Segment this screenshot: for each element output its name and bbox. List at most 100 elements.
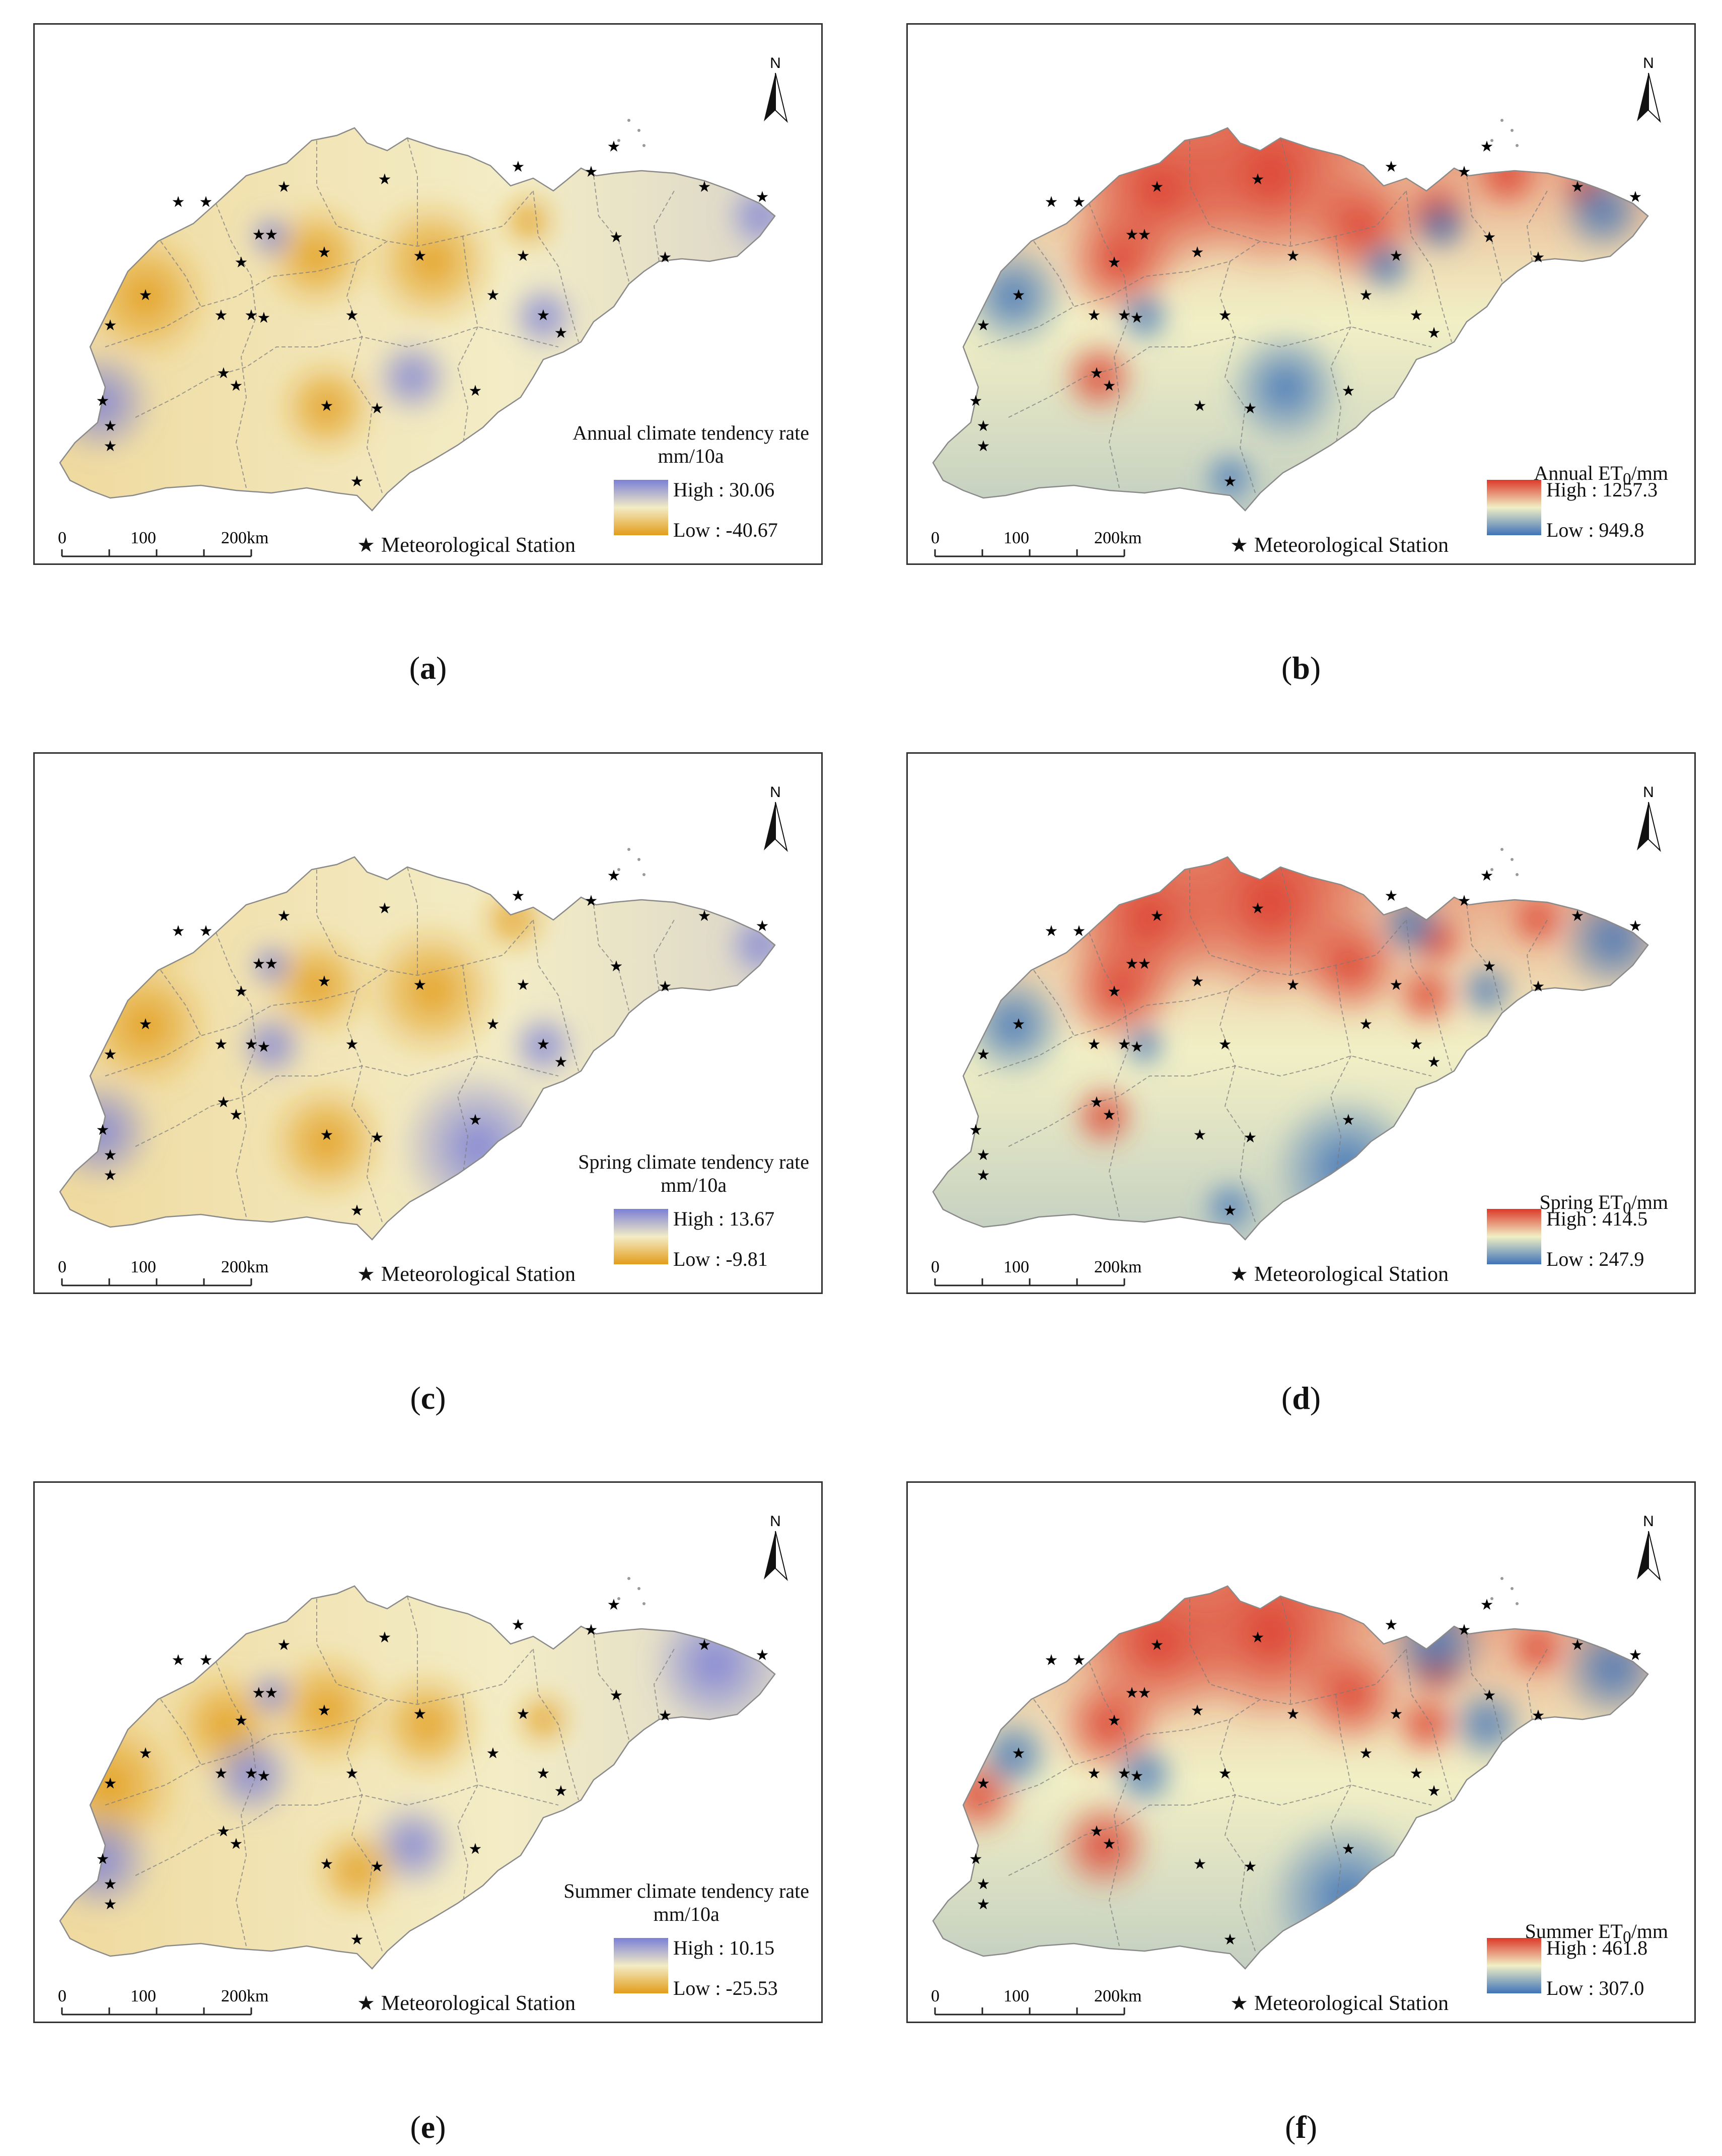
value-hotspot xyxy=(1457,960,1517,1021)
station-legend-label: Meteorological Station xyxy=(1254,534,1449,557)
value-hotspot xyxy=(1557,1614,1648,1724)
station-marker: ★ xyxy=(199,194,213,210)
station-marker: ★ xyxy=(512,1617,525,1633)
island xyxy=(642,1602,645,1605)
station-marker: ★ xyxy=(277,179,291,195)
station-marker: ★ xyxy=(214,307,228,324)
province-outline xyxy=(59,127,776,512)
legend-high-value: High : 461.8 xyxy=(1546,1936,1648,1959)
island xyxy=(637,858,640,861)
station-legend: ★ Meteorological Station xyxy=(1230,1262,1449,1286)
station-legend-label: Meteorological Station xyxy=(1254,1992,1449,2015)
station-marker: ★ xyxy=(199,923,213,940)
district-boundary xyxy=(160,970,201,1036)
legend-high-value: High : 10.15 xyxy=(673,1936,775,1959)
station-marker: ★ xyxy=(1390,248,1403,264)
district-boundary xyxy=(653,919,675,991)
station-marker: ★ xyxy=(1629,918,1642,935)
station-legend: ★ Meteorological Station xyxy=(1230,1991,1449,2016)
station-marker: ★ xyxy=(1571,908,1585,924)
scale-label-100: 100 xyxy=(130,1259,156,1276)
value-hotspot xyxy=(1386,1594,1487,1694)
legend: Annual climate tendency rate mm/10a High :… xyxy=(543,421,815,562)
district-boundary xyxy=(216,203,257,488)
island xyxy=(1511,129,1514,132)
station-marker: ★ xyxy=(378,171,392,188)
legend-low-value: Low : 949.8 xyxy=(1546,519,1644,541)
station-marker: ★ xyxy=(1244,1129,1257,1146)
station-marker: ★ xyxy=(320,1127,334,1143)
station-marker: ★ xyxy=(1118,307,1131,324)
station-marker: ★ xyxy=(413,977,427,993)
station-marker: ★ xyxy=(214,1036,228,1053)
legend-low-value: Low : -25.53 xyxy=(673,1977,778,1999)
station-marker: ★ xyxy=(1244,400,1257,417)
district-boundary xyxy=(105,1648,534,1806)
station-marker: ★ xyxy=(537,1036,550,1053)
value-hotspot xyxy=(246,940,297,990)
district-boundary xyxy=(1280,137,1291,246)
station-marker: ★ xyxy=(257,1039,271,1055)
map-panel-a: ★ ★ ★ ★ ★ ★ ★ ★ ★ ★ ★ ★ ★ ★ ★ ★ ★ ★ ★ ★ ★ ★ ★ ★ ★ ★ ★ ★ ★ ★ ★ ★ ★ ★ ★ N Annu… xyxy=(33,23,823,565)
island xyxy=(1511,858,1514,861)
value-hotspot xyxy=(725,910,775,980)
north-label: N xyxy=(770,1513,781,1530)
station-legend-symbol: ★ xyxy=(357,1992,375,2015)
district-boundary xyxy=(978,919,1407,1076)
value-hotspot xyxy=(1557,885,1648,995)
station-marker: ★ xyxy=(659,249,672,266)
station-marker: ★ xyxy=(413,1706,427,1722)
legend-high-value: High : 414.5 xyxy=(1546,1207,1648,1230)
station-marker: ★ xyxy=(345,307,359,324)
station-marker: ★ xyxy=(245,1036,258,1053)
district-boundary xyxy=(346,990,383,1223)
station-marker: ★ xyxy=(1072,923,1086,940)
province-outline xyxy=(932,127,1649,512)
station-marker: ★ xyxy=(977,1167,990,1184)
district-boundary xyxy=(1219,1719,1256,1952)
map-b: ★ ★★ ★★ ★★★★★★★★ ★ ★★★★★★ ★★ ★★★★★★★★ ★★★★★ xyxy=(932,119,1649,512)
station-marker: ★ xyxy=(1218,1765,1232,1782)
station-marker: ★ xyxy=(104,1896,117,1913)
district-boundary xyxy=(1089,203,1130,488)
district-boundary xyxy=(1406,190,1452,342)
legend: Summer climate tendency rate mm/10a High :… xyxy=(543,1880,815,2021)
value-hotspot xyxy=(266,1081,387,1202)
scale-label-0: 0 xyxy=(58,1259,66,1276)
scale-label-0: 0 xyxy=(58,1988,66,2005)
island xyxy=(1500,119,1503,122)
district-boundary xyxy=(160,241,201,307)
legend-high-value: High : 13.67 xyxy=(673,1207,775,1230)
station-legend-symbol: ★ xyxy=(357,1263,375,1285)
station-marker: ★ xyxy=(1045,923,1058,940)
province-outline xyxy=(932,856,1649,1241)
station-marker: ★ xyxy=(265,227,278,243)
station-marker: ★ xyxy=(1090,365,1104,382)
island xyxy=(1511,1587,1514,1590)
district-boundary xyxy=(1089,932,1130,1217)
value-hotspot xyxy=(367,196,498,327)
station-marker: ★ xyxy=(1390,977,1403,993)
district-boundary xyxy=(1406,919,1452,1071)
value-hotspot xyxy=(312,1825,402,1916)
station-marker: ★ xyxy=(1045,1652,1058,1669)
station-marker: ★ xyxy=(585,164,598,180)
district-boundary xyxy=(978,1648,1407,1806)
station-marker: ★ xyxy=(139,287,153,304)
island xyxy=(617,1597,620,1600)
district-boundary xyxy=(1466,904,1502,1011)
legend-color-ramp xyxy=(614,1209,668,1264)
district-boundary xyxy=(593,904,629,1011)
station-marker: ★ xyxy=(1483,958,1496,975)
station-marker: ★ xyxy=(1125,956,1139,972)
district-boundary xyxy=(1330,236,1352,448)
station-marker: ★ xyxy=(1130,310,1144,326)
station-marker: ★ xyxy=(517,1706,530,1722)
district-boundary xyxy=(1033,1699,1074,1765)
island xyxy=(637,1587,640,1590)
station-marker: ★ xyxy=(1090,1823,1104,1840)
station-marker: ★ xyxy=(1088,307,1101,324)
station-marker: ★ xyxy=(1191,973,1204,990)
station-marker: ★ xyxy=(969,1851,983,1867)
legend: Annual ET0/mm High : 1257.3 Low : 949.8 xyxy=(1416,421,1688,562)
